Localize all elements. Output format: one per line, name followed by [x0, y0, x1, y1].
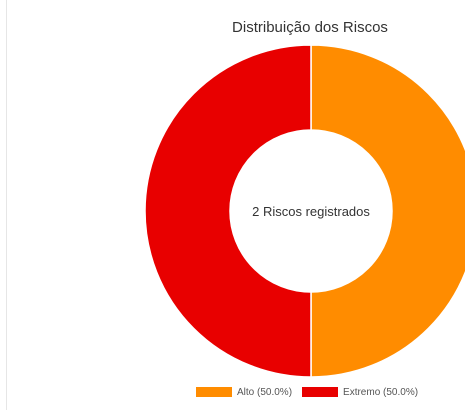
chart-legend: Alto (50.0%) Extremo (50.0%): [196, 384, 436, 400]
donut-center-label: 2 Riscos registrados: [252, 204, 370, 219]
legend-label-alto: Alto (50.0%): [237, 386, 293, 398]
legend-swatch-extremo: [302, 387, 339, 397]
donut-slice-extremo[interactable]: [144, 44, 312, 378]
legend-swatch-alto: [196, 387, 232, 397]
panel-left-border: [6, 0, 7, 410]
chart-title: Distribuição dos Riscos: [232, 19, 388, 36]
legend-item-alto[interactable]: Alto (50.0%): [196, 387, 292, 398]
donut-slice-alto[interactable]: [310, 44, 465, 378]
legend-label-extremo: Extremo (50.0%): [343, 386, 419, 398]
legend-item-extremo[interactable]: Extremo (50.0%): [302, 387, 418, 398]
